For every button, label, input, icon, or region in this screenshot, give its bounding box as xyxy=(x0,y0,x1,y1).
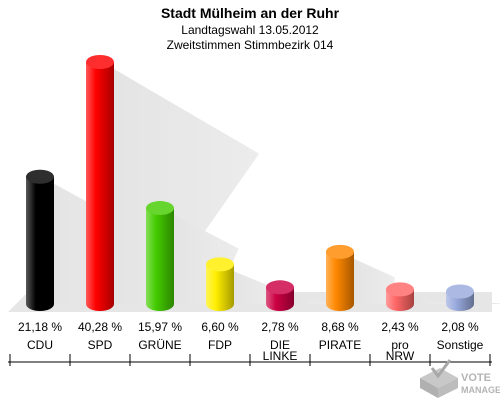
value-label-1: 40,28 % xyxy=(78,320,122,334)
logo-text-manager: MANAGER xyxy=(461,385,500,395)
category-label-0-0: CDU xyxy=(27,338,53,352)
value-labels-group: 21,18 % 40,28 % 15,97 % 6,60 % 2,78 % 8,68 % 2… xyxy=(18,320,479,334)
bar-shadow-3 xyxy=(234,271,274,304)
value-label-2: 15,97 % xyxy=(138,320,182,334)
bar-top-1 xyxy=(86,55,114,69)
bar-top-6 xyxy=(386,282,414,297)
value-label-7: 2,08 % xyxy=(441,320,479,334)
category-label-3-0: FDP xyxy=(208,338,232,352)
logo-text-vote: VOTE xyxy=(461,372,491,384)
bar-1 xyxy=(86,62,114,311)
category-label-5-0: PIRATE xyxy=(319,338,361,352)
ballot-box-icon xyxy=(420,359,458,398)
chart-title: Stadt Mülheim an der Ruhr xyxy=(161,5,340,21)
value-label-0: 21,18 % xyxy=(18,320,62,334)
bars-group xyxy=(26,55,474,311)
value-label-3: 6,60 % xyxy=(201,320,239,334)
bar-0 xyxy=(26,176,54,311)
value-label-4: 2,78 % xyxy=(261,320,299,334)
bar-shadow-6 xyxy=(414,296,454,304)
category-label-2-0: GRÜNE xyxy=(138,338,181,352)
chart-subtitle-date: Landtagswahl 13.05.2012 xyxy=(181,23,319,37)
bar-top-0 xyxy=(26,169,54,184)
bar-2 xyxy=(146,208,174,311)
bar-top-3 xyxy=(206,257,234,272)
category-label-1-0: SPD xyxy=(88,338,113,352)
bar-top-7 xyxy=(446,284,474,299)
bar-shadow-4 xyxy=(294,294,334,304)
bar-shadow-7 xyxy=(474,298,500,304)
category-label-6-1: NRW xyxy=(386,349,415,363)
bar-shadow-5 xyxy=(354,258,395,304)
bar-top-5 xyxy=(326,244,354,259)
bar-shadows xyxy=(54,69,500,304)
chart-subtitle-district: Zweitstimmen Stimmbezirk 014 xyxy=(167,38,334,52)
bar-5 xyxy=(326,251,354,311)
value-label-5: 8,68 % xyxy=(321,320,359,334)
category-label-7-0: Sonstige xyxy=(437,338,484,352)
bar-3 xyxy=(206,264,234,311)
votemanager-logo: VOTE MANAGER xyxy=(420,359,500,398)
value-label-6: 2,43 % xyxy=(381,320,419,334)
category-label-6-0: pro xyxy=(391,338,409,352)
bar-top-4 xyxy=(266,280,294,295)
bar-top-2 xyxy=(146,201,174,216)
category-axis-ticks xyxy=(9,354,491,366)
category-label-4-0: DIE xyxy=(270,338,290,352)
category-label-4-1: LINKE xyxy=(263,349,298,363)
